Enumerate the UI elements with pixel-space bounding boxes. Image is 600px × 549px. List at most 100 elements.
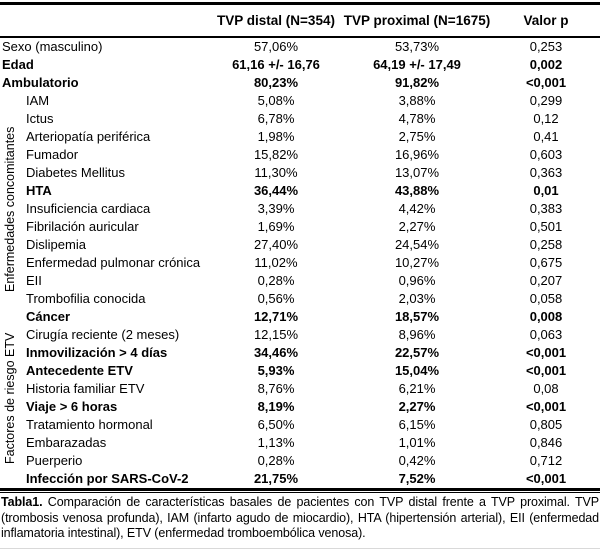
- row-label: Cáncer: [26, 309, 71, 324]
- row-label: EII: [26, 273, 42, 288]
- table-row: Edad 61,16 +/- 16,76 64,19 +/- 17,49 0,0…: [0, 56, 600, 74]
- top-rule: [0, 2, 600, 5]
- row-value-distal: 11,30%: [254, 165, 298, 180]
- row-label: Trombofilia conocida: [26, 291, 146, 306]
- header-cell-empty: [0, 5, 210, 36]
- row-value-proximal: 0,42%: [398, 453, 436, 468]
- table-row: EII 0,28% 0,96% 0,207: [0, 272, 600, 290]
- table-row: Antecedente ETV 5,93% 15,04% <0,001: [0, 362, 600, 380]
- row-value-distal: 1,13%: [257, 435, 295, 450]
- row-value-distal: 0,28%: [257, 273, 295, 288]
- group-vlabel: Enfermedades concomitantes: [3, 126, 17, 292]
- table-row: Insuficiencia cardiaca 3,39% 4,42% 0,383: [0, 200, 600, 218]
- row-label: Fibrilación auricular: [26, 219, 139, 234]
- row-value-p: 0,058: [529, 291, 563, 306]
- row-value-proximal: 1,01%: [398, 435, 436, 450]
- row-value-p: 0,846: [529, 435, 563, 450]
- table-row: Dislipemia 27,40% 24,54% 0,258: [0, 236, 600, 254]
- row-value-proximal: 6,15%: [398, 417, 436, 432]
- row-value-proximal: 8,96%: [398, 327, 436, 342]
- row-value-distal: 12,71%: [253, 309, 299, 324]
- row-value-distal: 15,82%: [253, 147, 299, 162]
- row-label: Edad: [2, 57, 34, 72]
- row-value-p: 0,008: [529, 309, 563, 324]
- table-row: Diabetes Mellitus 11,30% 13,07% 0,363: [0, 164, 600, 182]
- row-value-distal: 11,02%: [254, 255, 298, 270]
- row-label: Inmovilización > 4 días: [26, 345, 168, 360]
- header-separator-rule: [0, 36, 600, 38]
- row-value-p: 0,603: [529, 147, 563, 162]
- row-value-p: 0,501: [529, 219, 563, 234]
- row-value-p: 0,712: [529, 453, 563, 468]
- table-row: Cáncer 12,71% 18,57% 0,008: [0, 308, 600, 326]
- row-value-p: <0,001: [525, 345, 567, 360]
- row-value-proximal: 2,27%: [398, 399, 436, 414]
- group-vlabel: Factores de riesgo ETV: [3, 332, 17, 464]
- row-value-proximal: 2,75%: [398, 129, 436, 144]
- table-row: Infección por SARS-CoV-2 21,75% 7,52% <0…: [0, 470, 600, 488]
- row-label: Enfermedad pulmonar crónica: [26, 255, 201, 270]
- table-row: Embarazadas 1,13% 1,01% 0,846: [0, 434, 600, 452]
- table-header-row: TVP distal (N=354) TVP proximal (N=1675)…: [0, 5, 600, 36]
- row-label: Tratamiento hormonal: [26, 417, 153, 432]
- row-label: Antecedente ETV: [26, 363, 133, 378]
- row-value-distal: 5,93%: [257, 363, 295, 378]
- row-value-p: 0,41: [533, 129, 559, 144]
- row-value-p: 0,01: [533, 183, 559, 198]
- row-value-proximal: 18,57%: [394, 309, 440, 324]
- table-row: Fumador 15,82% 16,96% 0,603: [0, 146, 600, 164]
- row-value-distal: 34,46%: [253, 345, 299, 360]
- row-value-p: <0,001: [525, 399, 567, 414]
- row-value-proximal: 91,82%: [394, 75, 440, 90]
- row-value-distal: 1,69%: [257, 219, 295, 234]
- row-value-p: 0,002: [529, 57, 563, 72]
- table-row: Tratamiento hormonal 6,50% 6,15% 0,805: [0, 416, 600, 434]
- table-row: Historia familiar ETV 8,76% 6,21% 0,08: [0, 380, 600, 398]
- table-row: HTA 36,44% 43,88% 0,01: [0, 182, 600, 200]
- row-value-p: 0,063: [529, 327, 563, 342]
- bottom-rule-thin: [0, 492, 600, 493]
- table-row: Arteriopatía periférica 1,98% 2,75% 0,41: [0, 128, 600, 146]
- row-value-distal: 1,98%: [257, 129, 295, 144]
- row-value-proximal: 4,42%: [398, 201, 436, 216]
- row-value-distal: 0,56%: [257, 291, 295, 306]
- row-value-proximal: 64,19 +/- 17,49: [373, 57, 461, 72]
- row-value-distal: 3,39%: [257, 201, 295, 216]
- table-row: Ambulatorio 80,23% 91,82% <0,001: [0, 74, 600, 92]
- row-value-distal: 57,06%: [253, 39, 299, 54]
- row-label: Dislipemia: [26, 237, 86, 252]
- row-value-p: 0,383: [529, 201, 563, 216]
- caption-label: Tabla1.: [1, 495, 43, 509]
- row-value-p: 0,363: [529, 165, 563, 180]
- row-label: Cirugía reciente (2 meses): [26, 327, 180, 342]
- row-label: Infección por SARS-CoV-2: [26, 471, 189, 486]
- row-value-proximal: 13,07%: [394, 165, 440, 180]
- row-label: Insuficiencia cardiaca: [26, 201, 151, 216]
- row-label: Sexo (masculino): [2, 39, 103, 54]
- row-value-p: 0,08: [533, 381, 559, 396]
- row-value-distal: 80,23%: [253, 75, 299, 90]
- header-cell-valor-p: Valor p: [523, 13, 569, 28]
- table-row: Fibrilación auricular 1,69% 2,27% 0,501: [0, 218, 600, 236]
- table-body: Enfermedades concomitantes Factores de r…: [0, 38, 600, 488]
- row-value-distal: 5,08%: [257, 93, 295, 108]
- row-value-p: <0,001: [525, 75, 567, 90]
- bottom-rule-thick: [0, 488, 600, 491]
- row-value-distal: 36,44%: [253, 183, 299, 198]
- row-value-distal: 8,76%: [257, 381, 295, 396]
- row-value-distal: 0,28%: [257, 453, 295, 468]
- row-label: Diabetes Mellitus: [26, 165, 125, 180]
- table-row: Ictus 6,78% 4,78% 0,12: [0, 110, 600, 128]
- row-value-p: <0,001: [525, 471, 567, 486]
- row-value-distal: 6,78%: [257, 111, 295, 126]
- row-value-proximal: 4,78%: [398, 111, 436, 126]
- header-cell-tvp-distal: TVP distal (N=354): [217, 13, 335, 28]
- row-value-p: 0,675: [529, 255, 563, 270]
- row-value-p: 0,253: [529, 39, 563, 54]
- table-row: Inmovilización > 4 días 34,46% 22,57% <0…: [0, 344, 600, 362]
- table-row: Enfermedad pulmonar crónica 11,02% 10,27…: [0, 254, 600, 272]
- row-label: Viaje > 6 horas: [26, 399, 118, 414]
- table-row: Trombofilia conocida 0,56% 2,03% 0,058: [0, 290, 600, 308]
- row-value-p: <0,001: [525, 363, 567, 378]
